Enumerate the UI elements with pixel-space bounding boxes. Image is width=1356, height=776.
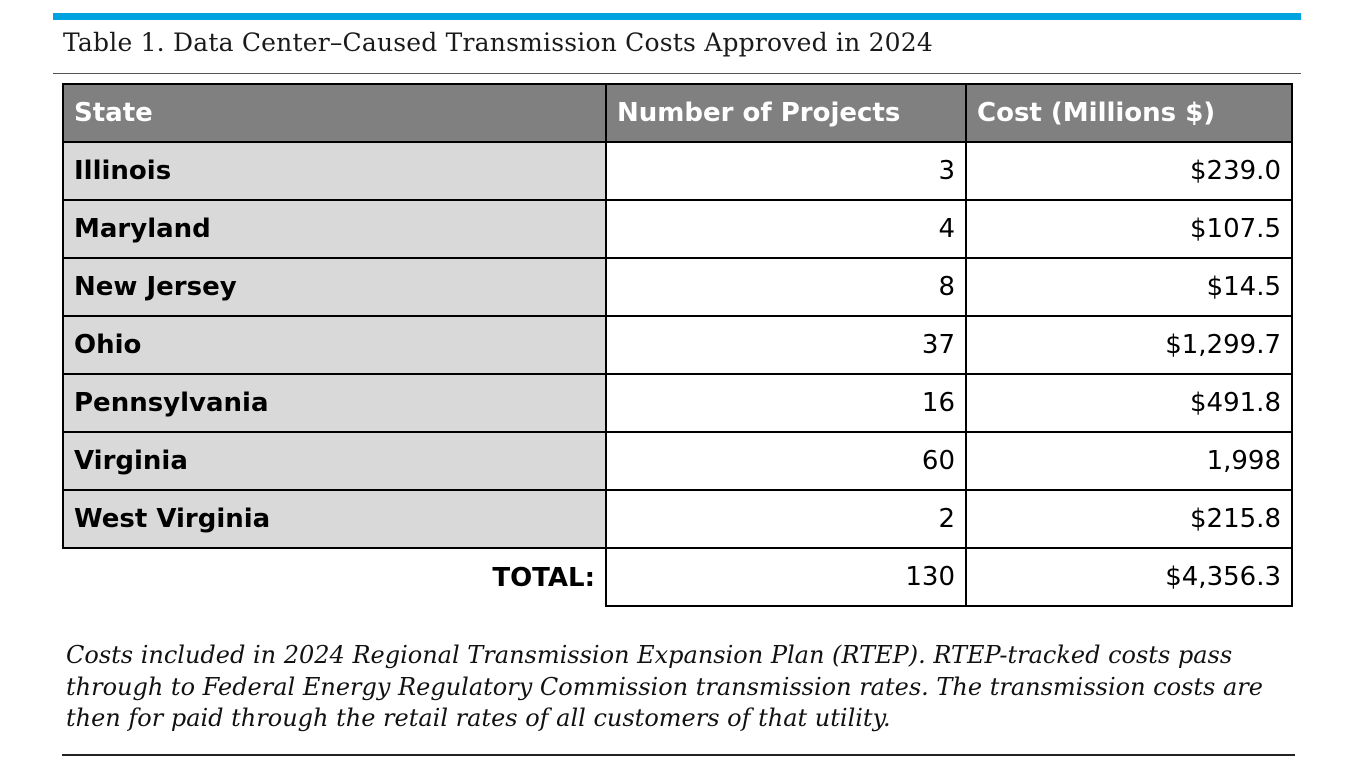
cost-cell: $215.8 <box>965 489 1293 549</box>
projects-cell: 3 <box>605 141 967 201</box>
header-number-of-projects: Number of Projects <box>605 83 967 143</box>
table-footnote: Costs included in 2024 Regional Transmis… <box>66 641 1263 732</box>
projects-cell: 16 <box>605 373 967 433</box>
state-cell: Ohio <box>62 315 607 375</box>
projects-cell: 60 <box>605 431 967 491</box>
projects-cell: 8 <box>605 257 967 317</box>
state-cell: Virginia <box>62 431 607 491</box>
cost-cell: $107.5 <box>965 199 1293 259</box>
state-cell: West Virginia <box>62 489 607 549</box>
projects-cell: 4 <box>605 199 967 259</box>
header-cost: Cost (Millions $) <box>965 83 1293 143</box>
table-row: Ohio 37 $1,299.7 <box>62 315 1293 375</box>
bottom-divider <box>62 754 1295 756</box>
total-projects-cell: 130 <box>605 547 967 607</box>
table-row: Pennsylvania 16 $491.8 <box>62 373 1293 433</box>
table-row: Illinois 3 $239.0 <box>62 141 1293 201</box>
header-state: State <box>62 83 607 143</box>
caption-divider <box>53 73 1301 74</box>
total-row: TOTAL: 130 $4,356.3 <box>63 547 1293 607</box>
table-row: New Jersey 8 $14.5 <box>62 257 1293 317</box>
state-cell: Pennsylvania <box>62 373 607 433</box>
table-row: West Virginia 2 $215.8 <box>62 489 1293 549</box>
table-row: Maryland 4 $107.5 <box>62 199 1293 259</box>
transmission-costs-table: State Number of Projects Cost (Millions … <box>62 83 1293 607</box>
projects-cell: 37 <box>605 315 967 375</box>
cost-cell: 1,998 <box>965 431 1293 491</box>
table-caption: Table 1. Data Center–Caused Transmission… <box>63 28 933 57</box>
total-cost-cell: $4,356.3 <box>965 547 1293 607</box>
state-cell: New Jersey <box>62 257 607 317</box>
table-row: Virginia 60 1,998 <box>62 431 1293 491</box>
state-cell: Maryland <box>62 199 607 259</box>
cost-cell: $491.8 <box>965 373 1293 433</box>
cost-cell: $14.5 <box>965 257 1293 317</box>
total-label: TOTAL: <box>63 548 607 606</box>
projects-cell: 2 <box>605 489 967 549</box>
accent-top-rule <box>53 13 1301 20</box>
cost-cell: $239.0 <box>965 141 1293 201</box>
state-cell: Illinois <box>62 141 607 201</box>
header-row: State Number of Projects Cost (Millions … <box>62 83 1293 143</box>
cost-cell: $1,299.7 <box>965 315 1293 375</box>
